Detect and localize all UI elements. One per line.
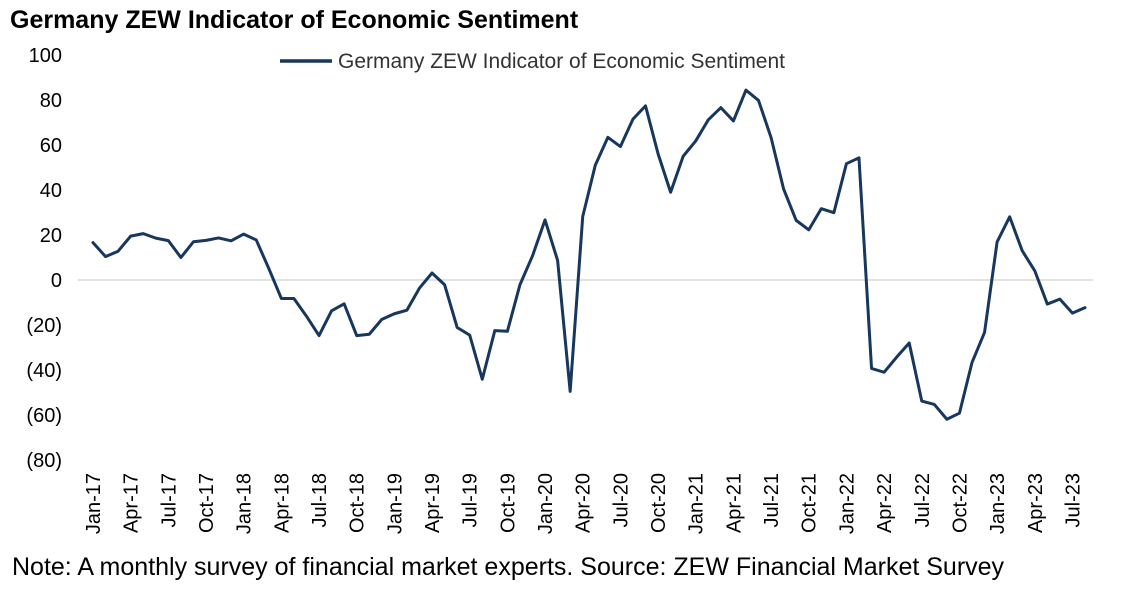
y-tick-label: (20) <box>26 315 62 337</box>
y-tick-label: 0 <box>51 270 62 292</box>
x-tick-label: Oct-21 <box>799 473 821 533</box>
x-tick-label: Apr-20 <box>573 473 595 533</box>
y-tick-label: (40) <box>26 360 62 382</box>
x-tick-label: Jan-23 <box>987 473 1009 534</box>
y-axis: 100 80 60 40 20 0 (20) (40) (60) (80) <box>26 45 62 472</box>
x-tick-label: Apr-17 <box>121 473 143 533</box>
legend: Germany ZEW Indicator of Economic Sentim… <box>280 50 785 73</box>
y-tick-label: 20 <box>40 225 62 247</box>
x-tick-label: Jul-19 <box>460 473 482 527</box>
x-tick-label: Jul-23 <box>1062 473 1084 527</box>
x-tick-label: Jan-21 <box>686 473 708 534</box>
x-tick-label: Jul-17 <box>158 473 180 527</box>
legend-label: Germany ZEW Indicator of Economic Sentim… <box>338 50 785 73</box>
series-line <box>91 88 1087 421</box>
x-tick-label: Jul-18 <box>309 473 331 527</box>
y-tick-label: (80) <box>26 450 62 472</box>
y-tick-label: 60 <box>40 135 62 157</box>
x-tick-label: Jan-18 <box>234 473 256 534</box>
x-tick-label: Oct-17 <box>196 473 218 533</box>
x-tick-label: Oct-19 <box>497 473 519 533</box>
chart-note: Note: A monthly survey of financial mark… <box>12 553 1005 581</box>
y-tick-label: 100 <box>29 45 62 67</box>
x-tick-label: Apr-18 <box>271 473 293 533</box>
x-tick-label: Apr-21 <box>723 473 745 533</box>
chart-title: Germany ZEW Indicator of Economic Sentim… <box>10 6 579 34</box>
series-layer <box>91 88 1087 421</box>
x-tick-label: Jan-20 <box>535 473 557 534</box>
x-tick-label: Oct-20 <box>648 473 670 533</box>
x-tick-label: Jul-22 <box>912 473 934 527</box>
y-tick-label: (60) <box>26 405 62 427</box>
x-tick-label: Oct-18 <box>347 473 369 533</box>
y-tick-label: 80 <box>40 90 62 112</box>
x-tick-label: Jul-20 <box>610 473 632 527</box>
x-tick-label: Jan-19 <box>384 473 406 534</box>
x-tick-label: Jan-22 <box>836 473 858 534</box>
x-tick-label: Jan-17 <box>83 473 105 534</box>
x-tick-label: Apr-23 <box>1025 473 1047 533</box>
x-axis: Jan-17 Apr-17 Jul-17 Oct-17 Jan-18 Apr-18 Jul-… <box>83 473 1084 534</box>
x-tick-label: Oct-22 <box>949 473 971 533</box>
y-tick-label: 40 <box>40 180 62 202</box>
x-tick-label: Apr-19 <box>422 473 444 533</box>
x-tick-label: Apr-22 <box>874 473 896 533</box>
x-tick-label: Jul-21 <box>761 473 783 527</box>
